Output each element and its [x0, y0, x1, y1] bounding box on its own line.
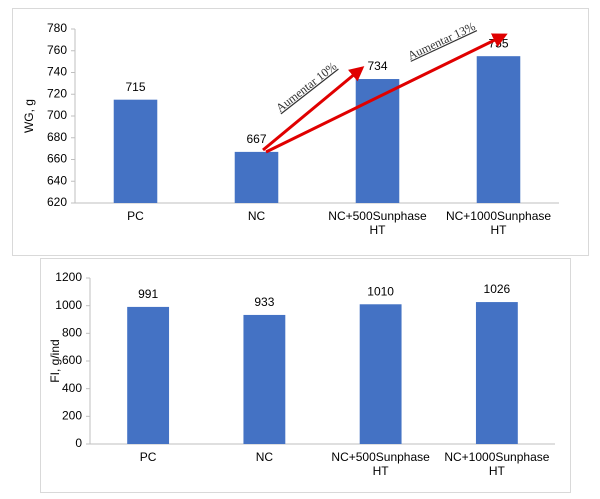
y-tick-label: 700 [47, 108, 67, 122]
y-tick-label: 1200 [55, 270, 82, 284]
y-tick-label: 680 [47, 130, 67, 144]
value-label: 1026 [484, 282, 511, 296]
panel-2 [40, 258, 571, 493]
y-tick-label: 400 [62, 381, 82, 395]
bar [113, 99, 158, 203]
value-label: 933 [254, 295, 274, 309]
bar [355, 79, 400, 203]
y-tick-label: 200 [62, 409, 82, 423]
arrow [262, 66, 365, 152]
y-tick-label: 620 [47, 195, 67, 209]
y-tick-label: 640 [47, 173, 67, 187]
y-tick-label: 760 [47, 43, 67, 57]
x-tick-label: NC [248, 209, 266, 223]
x-tick-label: PC [140, 450, 157, 464]
y-tick-label: 720 [47, 86, 67, 100]
y-axis-label: WG, g [22, 99, 36, 133]
x-tick-label: NC+500Sunphase HT [331, 450, 430, 478]
x-tick-label: NC [256, 450, 274, 464]
x-tick-label: NC+500Sunphase HT [328, 209, 427, 237]
bar [475, 302, 518, 444]
arrow [265, 33, 508, 154]
annotation: Aumentar 10% [273, 59, 339, 115]
y-tick-label: 600 [62, 353, 82, 367]
bar [476, 56, 521, 203]
panel-1 [12, 8, 589, 256]
value-label: 1010 [367, 284, 394, 298]
y-tick-label: 1000 [55, 298, 82, 312]
x-tick-label: PC [127, 209, 144, 223]
annotation: Aumentar 13% [405, 19, 477, 63]
value-label: 734 [367, 59, 387, 73]
y-axis-label: FI, g/ind [48, 339, 62, 382]
bar [234, 151, 279, 203]
y-tick-label: 780 [47, 21, 67, 35]
value-label: 715 [125, 80, 145, 94]
x-tick-label: NC+1000Sunphase HT [446, 209, 551, 237]
value-label: 991 [138, 287, 158, 301]
y-tick-label: 800 [62, 326, 82, 340]
bar [359, 304, 402, 444]
y-tick-label: 660 [47, 152, 67, 166]
bar [127, 306, 170, 444]
bar [243, 314, 286, 444]
y-tick-label: 740 [47, 65, 67, 79]
value-label: 667 [246, 132, 266, 146]
x-tick-label: NC+1000Sunphase HT [444, 450, 549, 478]
y-tick-label: 0 [75, 436, 82, 450]
